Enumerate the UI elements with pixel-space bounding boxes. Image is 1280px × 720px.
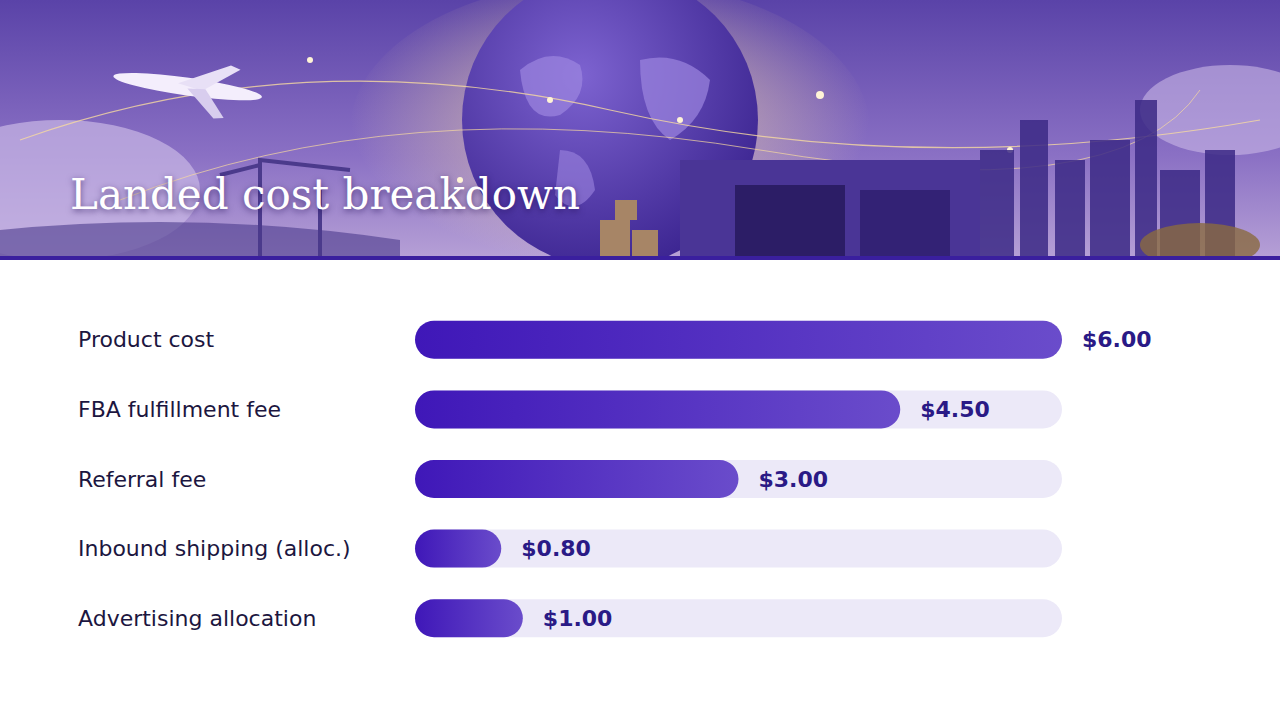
svg-text:FBA fulfillment fee: FBA fulfillment fee [78, 397, 281, 422]
svg-text:$6.00: $6.00 [1082, 327, 1152, 352]
html-text:Landed cost breakdown: Landed cost breakdown [70, 170, 580, 219]
svg-text:$3.00: $3.00 [759, 467, 829, 492]
svg-text:Advertising allocation: Advertising allocation [78, 606, 316, 631]
svg-text:Referral fee: Referral fee [78, 467, 206, 492]
svg-text:$1.00: $1.00 [543, 606, 613, 631]
svg-text:Inbound shipping (alloc.): Inbound shipping (alloc.) [78, 536, 351, 561]
svg-text:$4.50: $4.50 [920, 397, 990, 422]
svg-text:$0.80: $0.80 [521, 536, 591, 561]
svg-text:Product cost: Product cost [78, 327, 215, 352]
